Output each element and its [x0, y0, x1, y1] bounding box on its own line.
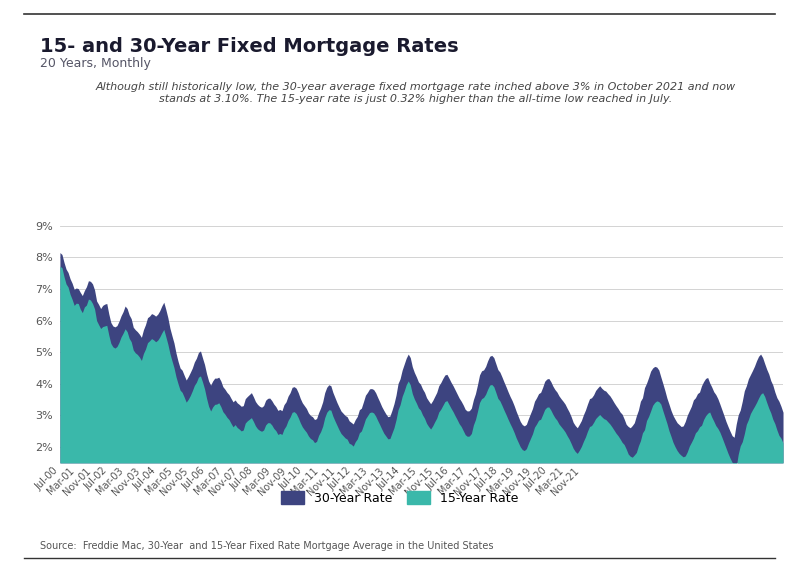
Text: 15- and 30-Year Fixed Mortgage Rates: 15- and 30-Year Fixed Mortgage Rates — [40, 37, 459, 56]
Text: 20 Years, Monthly: 20 Years, Monthly — [40, 58, 151, 71]
Text: Source:  Freddie Mac, 30-Year  and 15-Year Fixed Rate Mortgage Average in the Un: Source: Freddie Mac, 30-Year and 15-Year… — [40, 541, 494, 551]
Legend: 30-Year Rate, 15-Year Rate: 30-Year Rate, 15-Year Rate — [277, 487, 522, 508]
Text: Although still historically low, the 30-year average fixed mortgage rate inched : Although still historically low, the 30-… — [95, 82, 736, 91]
Text: stands at 3.10%. The 15-year rate is just 0.32% higher than the all-time low rea: stands at 3.10%. The 15-year rate is jus… — [159, 94, 672, 104]
